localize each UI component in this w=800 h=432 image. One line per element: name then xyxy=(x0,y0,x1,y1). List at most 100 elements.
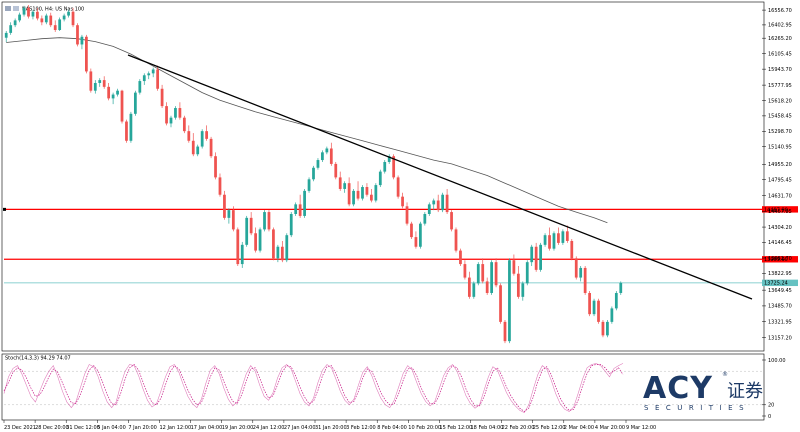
price-tick-label: 14955.20 xyxy=(768,162,792,168)
time-tick-label: 7 Jan 20:00 xyxy=(128,425,156,431)
candle-bullish xyxy=(138,81,142,93)
candle-bearish xyxy=(516,273,520,297)
candles-layer xyxy=(4,4,623,344)
candle-bullish xyxy=(294,204,298,214)
candle-bullish xyxy=(383,161,387,172)
candle-bearish xyxy=(125,121,128,141)
candle-bullish xyxy=(276,246,280,259)
horizontal-lines: 14487.90 13969.90 13725.24 xyxy=(3,206,798,287)
candle-bearish xyxy=(512,260,516,274)
price-tick-label: 13321.95 xyxy=(768,319,792,325)
candle-bullish xyxy=(387,156,391,162)
candle-bearish xyxy=(182,117,186,132)
candle-bullish xyxy=(476,264,480,284)
trendline-layer[interactable] xyxy=(127,54,753,300)
candle-bullish xyxy=(174,108,177,118)
candle-bullish xyxy=(432,200,436,205)
candle-bullish xyxy=(303,190,306,216)
candle-bearish xyxy=(445,194,449,213)
time-tick-label: 27 Jan 04:00 xyxy=(284,425,316,431)
candle-bearish xyxy=(36,11,39,19)
stoch-main-line xyxy=(3,363,624,413)
candle-bearish xyxy=(370,194,373,201)
price-tick-label: 15777.95 xyxy=(768,83,792,89)
candle-bearish xyxy=(588,292,591,315)
candle-bullish xyxy=(67,11,70,16)
candle-bullish xyxy=(543,235,547,245)
instrument-title: NAS100, H4: US Nas 100 xyxy=(22,7,84,13)
candle-bearish xyxy=(338,177,342,189)
price-tick-label: 13982.70 xyxy=(768,256,792,262)
resistance-line-upper-label-bg xyxy=(762,206,798,213)
candle-bullish xyxy=(378,171,382,186)
candle-bullish xyxy=(521,283,525,297)
candle-bearish xyxy=(494,262,498,286)
candle-bullish xyxy=(13,20,17,26)
candle-bearish xyxy=(156,69,160,89)
candle-bullish xyxy=(129,113,133,141)
candle-bullish xyxy=(423,213,427,224)
price-tick-label: 16265.20 xyxy=(768,36,792,42)
candle-bullish xyxy=(93,82,97,91)
candle-bearish xyxy=(503,321,507,342)
logo-registered: ® xyxy=(722,371,728,378)
candle-bearish xyxy=(583,267,587,293)
candle-bullish xyxy=(263,212,266,230)
candle-bearish xyxy=(223,194,226,218)
time-tick-label: 31 Jan 20:00 xyxy=(315,425,347,431)
time-tick-label: 17 Jan 04:00 xyxy=(191,425,223,431)
candle-bearish xyxy=(120,90,124,122)
time-tick-label: 22 Feb 20:00 xyxy=(502,425,535,431)
time-tick-label: 9 Mar 12:00 xyxy=(626,425,656,431)
candle-bullish xyxy=(240,244,244,265)
stochastic-title: Stoch(14,3,3) 94.29 74.07 xyxy=(5,356,71,362)
price-tick-label: 14304.20 xyxy=(768,225,792,231)
candle-bullish xyxy=(227,210,231,218)
candle-bullish xyxy=(289,213,293,236)
candle-bearish xyxy=(160,88,164,107)
price-pane[interactable] xyxy=(1,1,765,352)
candle-bullish xyxy=(111,94,115,99)
price-axis: 16556.70 16402.95 16265.20 16105.45 15943.70… xyxy=(762,8,792,341)
candle-bullish xyxy=(169,117,173,124)
price-tick-label: 13485.70 xyxy=(768,304,792,310)
candle-bearish xyxy=(534,246,538,270)
candle-bearish xyxy=(209,138,213,157)
candle-bullish xyxy=(312,167,315,180)
candle-bearish xyxy=(49,15,53,26)
candle-bullish xyxy=(325,148,329,153)
trendline[interactable] xyxy=(127,54,753,300)
timeframe-icon xyxy=(13,6,19,11)
price-tick-label: 14467.95 xyxy=(768,209,792,215)
time-tick-label: 18 Feb 04:00 xyxy=(471,425,504,431)
candle-bullish xyxy=(142,75,146,82)
candle-bullish xyxy=(427,204,431,214)
candle-bearish xyxy=(236,229,240,265)
candle-bearish xyxy=(548,235,551,249)
candle-bearish xyxy=(401,196,404,207)
stochastic-pane[interactable] xyxy=(1,353,765,421)
candle-bearish xyxy=(481,264,485,282)
candle-bullish xyxy=(80,36,84,45)
price-tick-label: 14146.45 xyxy=(768,240,792,246)
candle-bearish xyxy=(454,229,458,251)
candle-bullish xyxy=(343,183,347,189)
candle-bullish xyxy=(441,194,445,211)
candle-bearish xyxy=(459,250,462,265)
candle-bullish xyxy=(321,152,324,161)
candle-bullish xyxy=(9,25,13,33)
candle-bearish xyxy=(272,229,275,259)
instrument-icon xyxy=(5,6,11,11)
candle-bullish xyxy=(98,80,102,83)
candle-bearish xyxy=(414,237,418,247)
candle-bullish xyxy=(196,146,200,155)
candle-bearish xyxy=(485,281,489,293)
candle-bearish xyxy=(218,177,222,195)
time-tick-label: 3 Feb 12:00 xyxy=(346,425,376,431)
candle-bullish xyxy=(22,7,26,15)
candle-bullish xyxy=(490,262,494,293)
stoch-tick-label: 0 xyxy=(768,414,771,420)
